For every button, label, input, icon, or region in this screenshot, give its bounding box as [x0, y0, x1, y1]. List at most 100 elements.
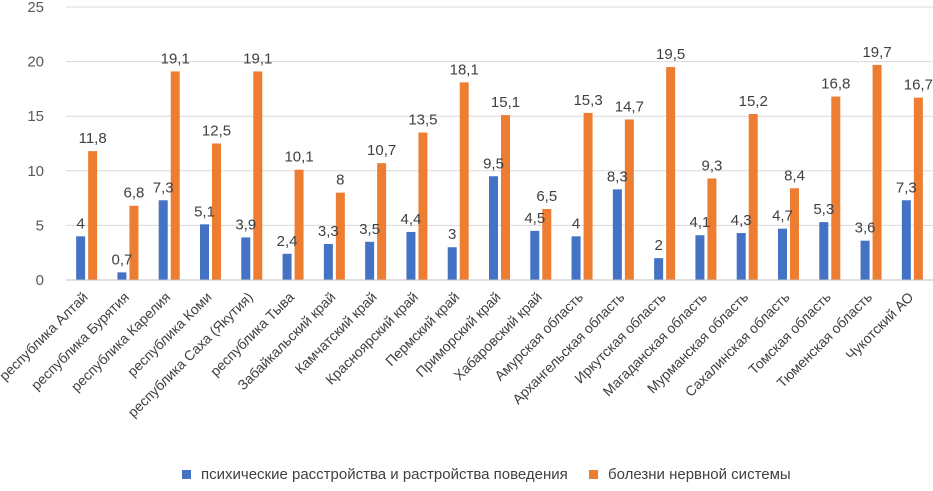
data-label-series-1: 5,1	[194, 203, 215, 220]
data-label-series-2: 12,5	[202, 123, 231, 140]
bar-series-1	[282, 253, 292, 280]
y-tick-label: 25	[27, 0, 44, 16]
bar-series-1	[736, 233, 746, 280]
data-label-series-1: 7,3	[153, 179, 174, 196]
data-label-series-2: 13,5	[408, 112, 437, 129]
y-axis: 0 5 10 15 20 25	[27, 0, 44, 289]
data-label-series-1: 4,3	[731, 212, 752, 229]
bar-series-2	[377, 163, 387, 280]
bar-series-2	[335, 192, 345, 280]
bar-series-1	[241, 237, 251, 280]
bar-series-2	[129, 205, 139, 280]
data-label-series-2: 15,2	[739, 93, 768, 110]
data-label-series-1: 4,1	[689, 214, 710, 231]
data-label-series-1: 8,3	[607, 168, 628, 185]
data-label-series-2: 10,7	[367, 142, 396, 159]
data-label-series-1: 4,7	[772, 208, 793, 225]
data-label-series-2: 10,1	[284, 149, 313, 166]
bar-series-2	[542, 209, 552, 280]
data-label-series-1: 4	[76, 215, 84, 232]
data-label-series-1: 7,3	[896, 179, 917, 196]
data-label-series-1: 2,4	[277, 233, 298, 250]
legend-label-series-2: болезни нервной системы	[608, 466, 791, 483]
bar-series-1	[76, 236, 86, 280]
data-label-series-2: 11,8	[79, 130, 107, 147]
bar-series-1	[778, 228, 787, 280]
legend-swatch-series-2	[589, 470, 598, 479]
bar-series-2	[872, 64, 882, 280]
bar-series-2	[418, 132, 428, 280]
bar-series-1	[406, 231, 416, 280]
bar-chart: 0 5 10 15 20 25 4 11,8 0,7 6,8 7,3 19,1 5,1 12,5 3,9 1…	[0, 0, 933, 420]
bar-series-2	[459, 82, 469, 281]
data-label-series-2: 15,1	[491, 94, 520, 111]
bar-series-1	[571, 236, 581, 280]
data-label-series-1: 4,5	[524, 210, 545, 227]
bar-series-1	[158, 200, 168, 280]
data-label-series-2: 18,1	[450, 61, 479, 78]
bar-series-2	[707, 178, 717, 280]
bar-series-1	[365, 241, 375, 280]
bar-series-2	[212, 143, 221, 280]
y-tick-label: 15	[27, 108, 44, 125]
bar-series-2	[790, 188, 799, 280]
legend-swatch-series-1	[182, 470, 191, 479]
data-labels: 4 11,8 0,7 6,8 7,3 19,1 5,1 12,5 3,9 19,1 2,4 10,1 3…	[76, 44, 932, 268]
legend-item-series-1[interactable]: психические расстройства и растройства п…	[182, 466, 568, 483]
bar-series-2	[253, 71, 263, 280]
bar-series-1	[695, 235, 705, 280]
data-label-series-1: 5,3	[813, 201, 834, 218]
data-label-series-2: 9,3	[701, 157, 722, 174]
bar-series-2	[913, 97, 923, 280]
bar-series-1	[200, 224, 209, 280]
y-tick-label: 0	[36, 272, 44, 289]
data-label-series-2: 19,5	[656, 46, 685, 63]
data-label-series-2: 14,7	[615, 98, 644, 115]
data-label-series-2: 16,7	[904, 77, 933, 94]
data-label-series-1: 2	[654, 237, 662, 254]
gridlines	[66, 6, 933, 226]
bar-series-1	[323, 243, 333, 280]
data-label-series-1: 3	[448, 226, 456, 243]
bar-series-1	[654, 258, 664, 280]
data-label-series-1: 0,7	[111, 251, 132, 268]
data-label-series-1: 4	[572, 215, 580, 232]
data-label-series-2: 8	[336, 172, 344, 189]
legend-item-series-2[interactable]: болезни нервной системы	[589, 466, 791, 483]
data-label-series-1: 9,5	[483, 155, 504, 172]
data-label-series-2: 6,5	[536, 188, 557, 205]
legend: психические расстройства и растройства п…	[0, 466, 933, 488]
data-label-series-2: 16,8	[821, 76, 850, 93]
bar-series-2	[666, 67, 676, 280]
bar-series-1	[117, 272, 127, 280]
bar-series-2	[831, 96, 841, 280]
data-label-series-1: 3,6	[855, 220, 876, 237]
data-label-series-1: 3,3	[318, 223, 339, 240]
bar-series-2	[170, 71, 180, 280]
bar-series-2	[294, 169, 304, 280]
bar-series-1	[819, 222, 829, 280]
data-label-series-1: 3,9	[235, 216, 256, 233]
bar-series-2	[748, 114, 758, 281]
bar-series-1	[901, 200, 911, 280]
bar-series-2	[88, 151, 98, 280]
legend-label-series-1: психические расстройства и растройства п…	[201, 466, 568, 483]
data-label-series-1: 4,4	[400, 211, 421, 228]
bar-series-2	[624, 119, 634, 280]
bar-series-1	[489, 176, 498, 280]
bar-series-1	[612, 189, 622, 280]
y-tick-label: 10	[27, 163, 44, 180]
data-label-series-2: 19,1	[161, 50, 190, 67]
data-label-series-2: 19,1	[243, 50, 272, 67]
bar-series-1	[860, 240, 870, 280]
bar-series-1	[530, 230, 540, 280]
y-tick-label: 20	[27, 54, 44, 71]
bar-series-1	[447, 247, 457, 280]
data-label-series-2: 19,7	[862, 44, 891, 61]
data-label-series-2: 8,4	[784, 167, 805, 184]
bar-series-2	[501, 115, 510, 280]
bars	[76, 64, 923, 281]
bar-series-2	[583, 112, 593, 280]
data-label-series-1: 3,5	[359, 221, 380, 238]
